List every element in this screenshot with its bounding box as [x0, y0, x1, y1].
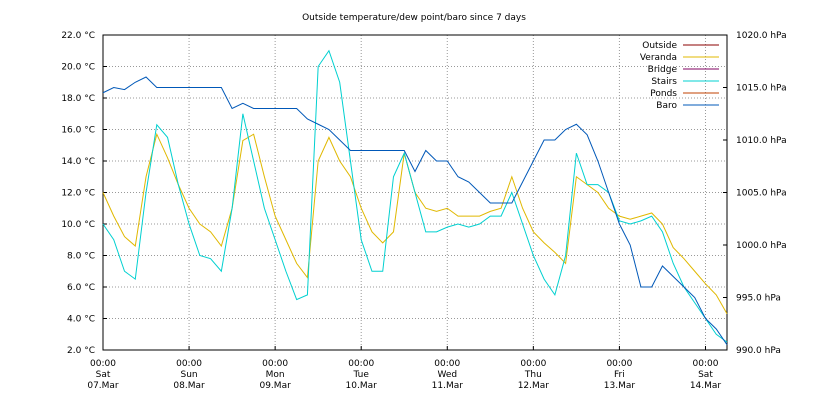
y2-tick-label: 990.0 hPa [736, 346, 781, 356]
y-tick-label: 12.0 °C [61, 189, 95, 199]
x-tick-label: 09.Mar [259, 381, 291, 391]
x-tick-label: 08.Mar [173, 381, 205, 391]
x-tick-label: 07.Mar [87, 381, 119, 391]
x-tick-label: Tue [353, 370, 370, 380]
legend-label: Baro [656, 101, 677, 111]
y-tick-label: 16.0 °C [61, 126, 95, 136]
y-tick-label: 22.0 °C [61, 31, 95, 41]
y2-tick-label: 1005.0 hPa [736, 189, 787, 199]
y-tick-label: 20.0 °C [61, 63, 95, 73]
legend-label: Bridge [648, 65, 678, 75]
x-tick-label: 00:00 [262, 359, 288, 369]
y2-tick-label: 1015.0 hPa [736, 84, 787, 94]
x-tick-label: Sat [698, 370, 713, 380]
y-tick-label: 14.0 °C [61, 157, 95, 167]
x-tick-label: 11.Mar [432, 381, 464, 391]
x-tick-label: 00:00 [606, 359, 632, 369]
x-tick-label: 14.Mar [690, 381, 722, 391]
y-tick-label: 10.0 °C [61, 220, 95, 230]
x-tick-label: Thu [524, 370, 542, 380]
x-tick-label: Fri [614, 370, 625, 380]
x-tick-label: Mon [266, 370, 285, 380]
x-tick-label: 00:00 [90, 359, 116, 369]
y-tick-label: 8.0 °C [67, 252, 95, 262]
y-tick-label: 6.0 °C [67, 283, 95, 293]
y-tick-label: 18.0 °C [61, 94, 95, 104]
x-tick-label: Wed [437, 370, 457, 380]
legend-label: Outside [642, 41, 677, 51]
legend-label: Stairs [651, 77, 677, 87]
x-tick-label: 10.Mar [346, 381, 378, 391]
series-line [102, 49, 728, 343]
x-tick-label: 00:00 [348, 359, 374, 369]
legend-label: Ponds [650, 89, 677, 99]
y2-tick-label: 1020.0 hPa [736, 31, 787, 41]
x-tick-label: 00:00 [176, 359, 202, 369]
x-tick-label: Sat [96, 370, 111, 380]
x-tick-label: 00:00 [520, 359, 546, 369]
chart-title: Outside temperature/dew point/baro since… [302, 13, 526, 23]
y2-tick-label: 995.0 hPa [736, 294, 781, 304]
legend-label: Veranda [640, 53, 677, 63]
x-tick-label: Sun [181, 370, 198, 380]
y2-tick-label: 1000.0 hPa [736, 241, 787, 251]
y2-tick-label: 1010.0 hPa [736, 136, 787, 146]
y-tick-label: 2.0 °C [67, 346, 95, 356]
y-tick-label: 4.0 °C [67, 315, 95, 325]
x-tick-label: 12.Mar [518, 381, 550, 391]
x-tick-label: 00:00 [693, 359, 719, 369]
x-tick-label: 00:00 [434, 359, 460, 369]
x-tick-label: 13.Mar [604, 381, 636, 391]
series-line [102, 76, 728, 346]
